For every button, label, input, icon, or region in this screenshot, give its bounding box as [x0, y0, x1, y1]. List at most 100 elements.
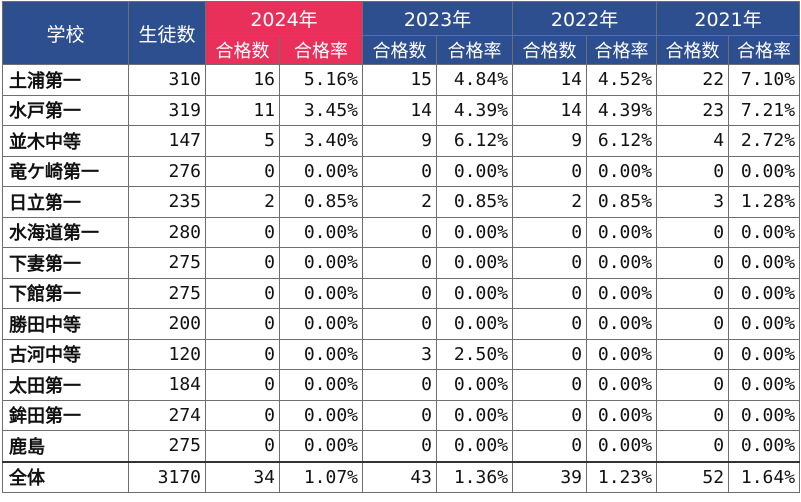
- table-row: 土浦第一 310 16 5.16% 15 4.84% 14 4.52% 22 7.10%: [2, 64, 801, 96]
- student-count: 184: [128, 369, 206, 401]
- pass-count-2024: 2: [205, 186, 280, 218]
- pass-rate-2022: 0.00%: [586, 338, 658, 370]
- table-row: 水海道第一 280 0 0.00% 0 0.00% 0 0.00% 0 0.00%: [2, 216, 801, 248]
- pass-count-2022: 14: [512, 64, 588, 96]
- pass-count-2022: 0: [512, 277, 588, 309]
- pass-count-2021: 0: [656, 308, 730, 340]
- header-year-2021: 2021年: [656, 1, 801, 36]
- pass-rate-2024: 3.45%: [278, 94, 364, 126]
- header-year-2023: 2023年: [362, 1, 514, 36]
- pass-count-2021: 0: [656, 338, 730, 370]
- pass-count-2021: 0: [656, 247, 730, 279]
- pass-count-2022: 0: [512, 369, 588, 401]
- table-row: 勝田中等 200 0 0.00% 0 0.00% 0 0.00% 0 0.00%: [2, 308, 801, 340]
- pass-count-2022: 0: [512, 430, 588, 462]
- pass-rate-2022: 0.00%: [586, 369, 658, 401]
- pass-count-2023: 0: [362, 155, 438, 187]
- pass-rate-2023: 0.00%: [436, 399, 514, 431]
- header-rate-2022: 合格率: [586, 35, 658, 65]
- pass-count-2023: 3: [362, 338, 438, 370]
- school-name: 勝田中等: [2, 308, 129, 340]
- pass-count-2021: 0: [656, 430, 730, 462]
- school-name: 鉾田第一: [2, 399, 129, 431]
- header-school: 学校: [2, 1, 129, 65]
- pass-count-2022: 0: [512, 247, 588, 279]
- student-count: 275: [128, 247, 206, 279]
- results-table: 学校 生徒数 2024年 2023年 2022年 2021年 合格数 合格率 合…: [2, 1, 801, 493]
- student-count: 235: [128, 186, 206, 218]
- pass-count-2022: 14: [512, 94, 588, 126]
- header-count-2022: 合格数: [512, 35, 588, 65]
- pass-rate-2022: 0.00%: [586, 155, 658, 187]
- student-count: 276: [128, 155, 206, 187]
- pass-count-2024: 0: [205, 399, 280, 431]
- school-name: 竜ケ崎第一: [2, 155, 129, 187]
- pass-count-2024: 5: [205, 125, 280, 157]
- student-count: 280: [128, 216, 206, 248]
- table-row: 下妻第一 275 0 0.00% 0 0.00% 0 0.00% 0 0.00%: [2, 247, 801, 279]
- pass-rate-2022: 0.00%: [586, 277, 658, 309]
- pass-rate-2024: 0.00%: [278, 338, 364, 370]
- pass-rate-2023: 0.00%: [436, 247, 514, 279]
- school-name: 下館第一: [2, 277, 129, 309]
- school-name: 日立第一: [2, 186, 129, 218]
- pass-count-2024: 0: [205, 308, 280, 340]
- total-label: 全体: [2, 460, 129, 493]
- pass-count-2023: 2: [362, 186, 438, 218]
- pass-count-2021: 0: [656, 216, 730, 248]
- total-students: 3170: [128, 460, 206, 493]
- total-rate-2024: 1.07%: [278, 460, 364, 493]
- pass-count-2021: 23: [656, 94, 730, 126]
- pass-count-2023: 9: [362, 125, 438, 157]
- pass-rate-2023: 0.00%: [436, 369, 514, 401]
- pass-count-2022: 0: [512, 216, 588, 248]
- table-row: 下館第一 275 0 0.00% 0 0.00% 0 0.00% 0 0.00%: [2, 277, 801, 309]
- total-rate-2022: 1.23%: [586, 460, 658, 493]
- school-name: 鹿島: [2, 430, 129, 462]
- pass-count-2022: 0: [512, 338, 588, 370]
- pass-count-2023: 0: [362, 399, 438, 431]
- pass-count-2024: 0: [205, 430, 280, 462]
- table-row: 太田第一 184 0 0.00% 0 0.00% 0 0.00% 0 0.00%: [2, 369, 801, 401]
- school-name: 太田第一: [2, 369, 129, 401]
- total-rate-2023: 1.36%: [436, 460, 514, 493]
- pass-rate-2021: 0.00%: [728, 216, 801, 248]
- pass-rate-2024: 0.85%: [278, 186, 364, 218]
- total-rate-2021: 1.64%: [728, 460, 801, 493]
- table-row: 並木中等 147 5 3.40% 9 6.12% 9 6.12% 4 2.72%: [2, 125, 801, 157]
- pass-count-2024: 0: [205, 277, 280, 309]
- header-rate-2023: 合格率: [436, 35, 514, 65]
- pass-rate-2021: 0.00%: [728, 338, 801, 370]
- table-row: 竜ケ崎第一 276 0 0.00% 0 0.00% 0 0.00% 0 0.00%: [2, 155, 801, 187]
- pass-count-2021: 0: [656, 369, 730, 401]
- header-rate-2021: 合格率: [728, 35, 801, 65]
- pass-count-2022: 2: [512, 186, 588, 218]
- pass-rate-2021: 0.00%: [728, 277, 801, 309]
- total-count-2022: 39: [512, 460, 588, 493]
- pass-count-2022: 9: [512, 125, 588, 157]
- table-body: 土浦第一 310 16 5.16% 15 4.84% 14 4.52% 22 7.10% 水戸第一…: [2, 64, 801, 493]
- total-count-2024: 34: [205, 460, 280, 493]
- school-name: 水海道第一: [2, 216, 129, 248]
- total-count-2023: 43: [362, 460, 438, 493]
- pass-rate-2022: 0.00%: [586, 216, 658, 248]
- pass-count-2021: 0: [656, 277, 730, 309]
- pass-count-2021: 4: [656, 125, 730, 157]
- pass-count-2023: 0: [362, 277, 438, 309]
- student-count: 275: [128, 430, 206, 462]
- total-count-2021: 52: [656, 460, 730, 493]
- pass-count-2022: 0: [512, 308, 588, 340]
- pass-count-2022: 0: [512, 399, 588, 431]
- school-name: 古河中等: [2, 338, 129, 370]
- header-count-2024: 合格数: [205, 35, 280, 65]
- header-year-2024: 2024年: [204, 1, 364, 36]
- pass-count-2021: 3: [656, 186, 730, 218]
- pass-rate-2021: 0.00%: [728, 369, 801, 401]
- pass-rate-2022: 0.00%: [586, 247, 658, 279]
- student-count: 200: [128, 308, 206, 340]
- pass-count-2023: 0: [362, 216, 438, 248]
- header-year-2022: 2022年: [512, 1, 658, 36]
- student-count: 147: [128, 125, 206, 157]
- pass-count-2023: 0: [362, 369, 438, 401]
- pass-rate-2023: 4.39%: [436, 94, 514, 126]
